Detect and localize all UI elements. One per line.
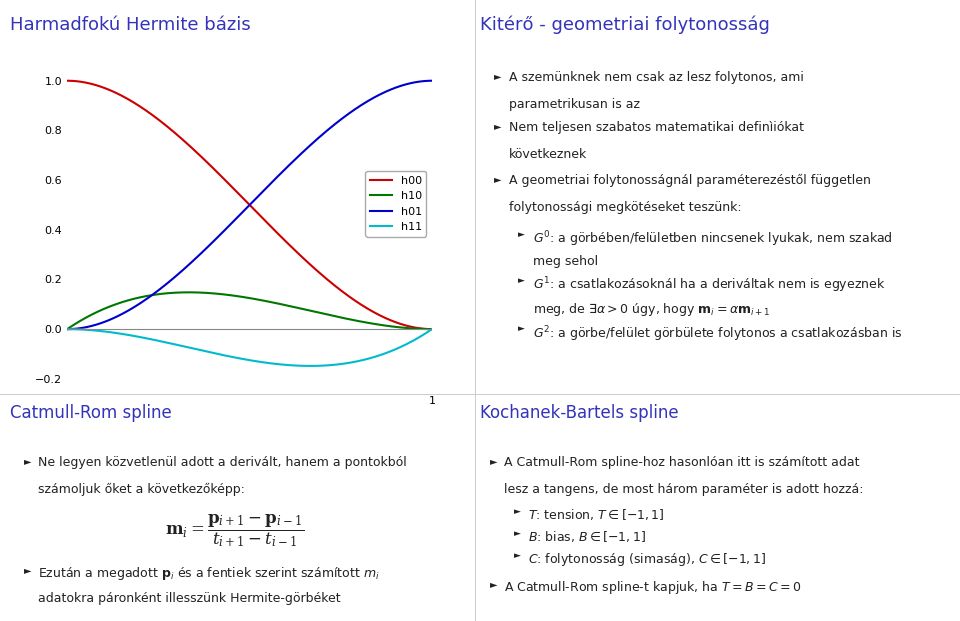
Text: $\mathbf{m}_i = \dfrac{\mathbf{p}_{i+1} - \mathbf{p}_{i-1}}{t_{i+1} - t_{i-1}}$: $\mathbf{m}_i = \dfrac{\mathbf{p}_{i+1} … — [165, 512, 305, 549]
Text: lesz a tangens, de most három paraméter is adott hozzá:: lesz a tangens, de most három paraméter … — [504, 483, 863, 496]
h01 — [278, 166, 290, 174]
Text: ►: ► — [494, 71, 502, 81]
Text: folytonossági megkötéseket teszünk:: folytonossági megkötéseket teszünk: — [509, 201, 741, 214]
h01 — [61, 325, 73, 333]
Text: Ne legyen közvetlenül adott a derivált, hanem a pontokból: Ne legyen közvetlenül adott a derivált, … — [38, 456, 407, 469]
h01 — [426, 77, 438, 84]
Text: Kitérő - geometriai folytonosság: Kitérő - geometriai folytonosság — [480, 16, 770, 34]
Text: ►: ► — [490, 579, 497, 589]
h01 — [277, 167, 289, 175]
Text: meg, de $\exists\alpha > 0$ úgy, hogy $\mathbf{m}_i = \alpha\mathbf{m}_{i+1}$: meg, de $\exists\alpha > 0$ úgy, hogy $\… — [533, 301, 770, 317]
Text: parametrikusan is az: parametrikusan is az — [509, 98, 639, 111]
Line: h11: h11 — [67, 329, 432, 366]
h11 — [304, 362, 316, 369]
h00 — [369, 309, 380, 316]
h00 — [285, 242, 297, 250]
h10 — [61, 325, 73, 333]
h11 — [285, 361, 297, 369]
h11 — [426, 325, 438, 333]
h10 — [286, 303, 298, 310]
h10 — [62, 325, 74, 332]
Text: $T$: tension, $T \in [-1, 1]$: $T$: tension, $T \in [-1, 1]$ — [528, 507, 664, 522]
h10 — [278, 301, 290, 309]
Text: A Catmull-Rom spline-hoz hasonlóan itt is számított adat: A Catmull-Rom spline-hoz hasonlóan itt i… — [504, 456, 859, 469]
Text: $G^2$: a görbe/felület görbülete folytonos a csatlakozásban is: $G^2$: a görbe/felület görbülete folyton… — [533, 324, 902, 344]
h10 — [183, 289, 195, 296]
Text: ►: ► — [514, 529, 520, 538]
Line: h01: h01 — [67, 81, 432, 329]
Text: következnek: következnek — [509, 148, 588, 161]
Text: Kochanek-Bartels spline: Kochanek-Bartels spline — [480, 404, 679, 422]
Text: A szemünknek nem csak az lesz folytonos, ami: A szemünknek nem csak az lesz folytonos,… — [509, 71, 804, 84]
Text: ►: ► — [490, 456, 497, 466]
h00 — [426, 325, 438, 333]
Text: ►: ► — [24, 565, 32, 575]
h11 — [277, 361, 289, 368]
h11 — [61, 325, 73, 333]
h11 — [278, 361, 290, 368]
h11 — [371, 353, 382, 360]
Text: ►: ► — [514, 507, 520, 516]
Text: ►: ► — [518, 230, 525, 238]
h10 — [371, 320, 382, 328]
h11 — [394, 344, 405, 351]
h10 — [279, 301, 291, 309]
h01 — [392, 83, 403, 91]
h10 — [394, 324, 405, 331]
Text: Catmull-Rom spline: Catmull-Rom spline — [10, 404, 171, 422]
h11 — [62, 325, 74, 333]
Text: ►: ► — [518, 324, 525, 333]
h10 — [426, 325, 438, 333]
h01 — [285, 160, 297, 168]
h00 — [62, 77, 74, 84]
Text: Nem teljesen szabatos matematikai definìiókat: Nem teljesen szabatos matematikai definì… — [509, 121, 804, 134]
h01 — [369, 94, 380, 101]
Text: ►: ► — [494, 174, 502, 184]
h00 — [61, 77, 73, 84]
Text: $C$: folytonosság (simaság), $C \in [-1, 1]$: $C$: folytonosság (simaság), $C \in [-1,… — [528, 551, 766, 568]
Text: adatokra páronként illesszünk Hermite-görbéket: adatokra páronként illesszünk Hermite-gö… — [38, 592, 341, 605]
Text: ►: ► — [24, 456, 32, 466]
Text: meg sehol: meg sehol — [533, 255, 598, 268]
Text: Harmadfokú Hermite bázis: Harmadfokú Hermite bázis — [10, 16, 251, 34]
Line: h00: h00 — [67, 81, 432, 329]
Line: h10: h10 — [67, 292, 432, 329]
Text: $B$: bias, $B \in [-1, 1]$: $B$: bias, $B \in [-1, 1]$ — [528, 529, 646, 544]
Text: Ezután a megadott $\mathbf{p}_i$ és a fentiek szerint számított $m_i$: Ezután a megadott $\mathbf{p}_i$ és a fe… — [38, 565, 380, 582]
h00 — [278, 236, 290, 243]
Text: számoljuk őket a következőképp:: számoljuk őket a következőképp: — [38, 483, 245, 496]
h01 — [62, 325, 74, 333]
Text: $G^0$: a görbében/felületben nincsenek lyukak, nem szakad: $G^0$: a görbében/felületben nincsenek l… — [533, 230, 893, 250]
h00 — [392, 319, 403, 327]
Text: $G^1$: a csatlakozásoknál ha a deriváltak nem is egyeznek: $G^1$: a csatlakozásoknál ha a deriválta… — [533, 276, 885, 296]
Legend: h00, h10, h01, h11: h00, h10, h01, h11 — [366, 171, 426, 237]
h00 — [277, 235, 289, 243]
Text: A geometriai folytonosságnál paraméterezéstől független: A geometriai folytonosságnál paraméterez… — [509, 174, 871, 187]
Text: ►: ► — [518, 276, 525, 284]
Text: ►: ► — [514, 551, 520, 560]
Text: A Catmull-Rom spline-t kapjuk, ha $T = B = C = 0$: A Catmull-Rom spline-t kapjuk, ha $T = B… — [504, 579, 802, 596]
Text: ►: ► — [494, 121, 502, 131]
